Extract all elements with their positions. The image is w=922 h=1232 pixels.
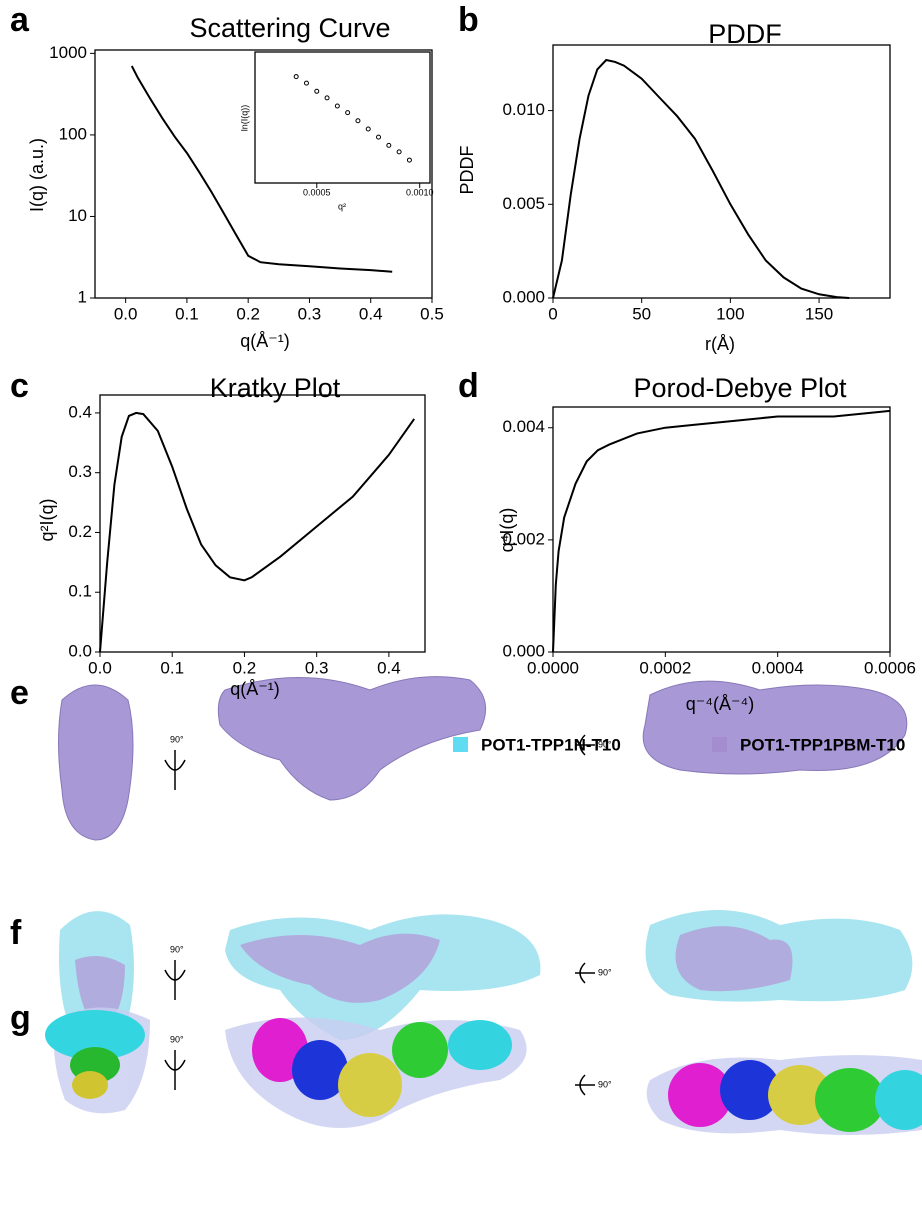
x-tick-label: 0 [548, 304, 557, 323]
y-tick-label: 1 [78, 287, 87, 306]
y-axis-label: q⁴I(q) [497, 508, 517, 553]
data-point [324, 95, 330, 101]
x-tick-label: 0.3 [298, 304, 322, 323]
panel-label: g [10, 999, 31, 1037]
y-tick-label: 0.000 [502, 641, 545, 660]
rotation-label: 90° [170, 944, 184, 954]
plot-frame [552, 406, 891, 653]
y-tick-label: 0.0 [68, 641, 92, 660]
plot-frame [94, 49, 433, 299]
panel-label: b [458, 1, 479, 39]
panel-label: f [10, 914, 22, 952]
data-point [293, 74, 299, 80]
x-tick-label: 0.2 [236, 304, 260, 323]
x-axis-label: q⁻⁴(Å⁻⁴) [686, 694, 754, 714]
x-tick-label: 0.0000 [527, 658, 579, 677]
x-tick-label: 0.1 [160, 658, 184, 677]
data-line [99, 411, 416, 653]
x-tick-label: 0.0005 [303, 187, 331, 197]
y-tick-label: 0.010 [502, 100, 545, 119]
rotation-label: 90° [170, 734, 184, 744]
data-point [345, 110, 351, 116]
inset-y-label: ln(I(q)) [239, 105, 249, 132]
rotation-icons [164, 734, 595, 1096]
y-tick-label: 0.3 [68, 462, 92, 481]
x-tick-label: 50 [632, 304, 651, 323]
rotation-label: 90° [170, 1034, 184, 1044]
rotation-label: 90° [598, 739, 612, 749]
panel-label: d [458, 367, 479, 405]
plot-frame [254, 51, 431, 184]
y-tick-label: 0.4 [68, 402, 92, 421]
data-line [552, 409, 891, 653]
rotation-label: 90° [598, 1079, 612, 1089]
plot-frame [99, 394, 426, 653]
legend-label: POT1-TPP1N-T10 [481, 735, 621, 754]
y-axis-label: I(q) (a.u.) [27, 138, 47, 212]
x-axis-label: q(Å⁻¹) [230, 679, 280, 699]
y-tick-label: 100 [59, 124, 87, 143]
y-tick-label: 10 [68, 206, 87, 225]
data-point [386, 142, 392, 148]
data-point [355, 118, 361, 124]
rotation-label: 90° [598, 967, 612, 977]
x-tick-label: 0.4 [359, 304, 383, 323]
panel-label: c [10, 367, 29, 405]
inset-x-label: q² [338, 201, 346, 211]
chart-title: Kratky Plot [210, 373, 341, 403]
legend: POT1-TPP1N-T10 POT1-TPP1PBM-T10 [453, 735, 905, 754]
legend-swatch [453, 737, 468, 752]
x-tick-label: 0.0 [88, 658, 112, 677]
x-tick-label: 100 [716, 304, 744, 323]
chart-title: PDDF [708, 19, 782, 49]
x-tick-label: 0.0002 [639, 658, 691, 677]
x-tick-label: 0.1 [175, 304, 199, 323]
y-tick-label: 0.002 [502, 529, 545, 548]
data-point [334, 103, 340, 109]
x-tick-label: 0.4 [377, 658, 401, 677]
data-point [396, 149, 402, 155]
y-tick-label: 1000 [49, 43, 87, 62]
data-point [314, 88, 320, 94]
x-tick-label: 0.3 [305, 658, 329, 677]
chart-title: Porod-Debye Plot [633, 373, 847, 403]
legend-swatch [712, 737, 727, 752]
x-tick-label: 0.0010 [406, 187, 434, 197]
panel-label: a [10, 1, 30, 39]
x-tick-label: 0.0 [114, 304, 138, 323]
y-tick-label: 0.000 [502, 287, 545, 306]
x-tick-label: 150 [805, 304, 833, 323]
legend-label: POT1-TPP1PBM-T10 [740, 735, 905, 754]
x-tick-label: 0.5 [420, 304, 444, 323]
x-tick-label: 0.2 [233, 658, 257, 677]
chart-title: Scattering Curve [189, 13, 390, 43]
data-point [406, 157, 412, 163]
data-line [552, 58, 850, 299]
panel-label: e [10, 674, 29, 712]
plot-frame [552, 44, 891, 299]
y-axis-label: q²I(q) [37, 498, 57, 541]
y-tick-label: 0.2 [68, 522, 92, 541]
molecule-surface [45, 1010, 922, 1132]
envelope-e [58, 676, 908, 841]
y-axis-label: PDDF [457, 145, 477, 194]
y-tick-label: 0.1 [68, 582, 92, 601]
x-axis-label: r(Å) [705, 334, 735, 354]
data-point [303, 80, 309, 86]
data-point [365, 126, 371, 132]
y-tick-label: 0.005 [502, 194, 545, 213]
y-tick-label: 0.004 [502, 417, 545, 436]
data-line [130, 65, 393, 273]
x-axis-label: q(Å⁻¹) [240, 331, 290, 351]
x-tick-label: 0.0006 [864, 658, 916, 677]
x-tick-label: 0.0004 [752, 658, 804, 677]
data-point [376, 134, 382, 140]
